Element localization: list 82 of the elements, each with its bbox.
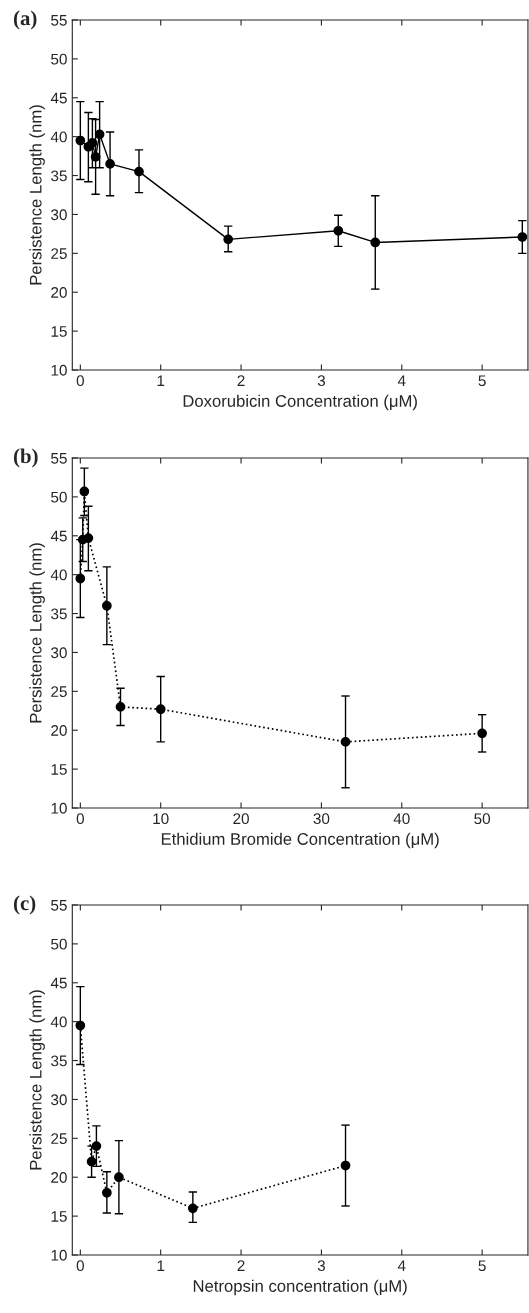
point	[134, 166, 144, 177]
y-tick-label: 20	[51, 725, 67, 736]
point	[477, 728, 487, 739]
x-tick-label: 50	[474, 813, 491, 825]
point	[114, 1172, 124, 1183]
text: (b)	[13, 448, 38, 468]
x-tick-label: 10	[153, 813, 169, 825]
point	[83, 533, 94, 543]
y-tick-label: 45	[50, 977, 67, 989]
y-tick-label: 30	[51, 1094, 67, 1106]
point	[105, 159, 115, 169]
point	[75, 135, 86, 146]
x-tick-label: 4	[397, 1260, 406, 1271]
x-tick-label: 5	[478, 1260, 486, 1272]
x-axis-title: Ethidium Bromide Concentration (μM)	[161, 832, 439, 849]
x-tick-label: 3	[317, 1260, 325, 1272]
y-tick-label: 35	[51, 170, 67, 182]
y-tick-label: 55	[51, 15, 67, 26]
y-tick-label: 15	[51, 1211, 67, 1222]
x-axis-title: Doxorubicin Concentration (μM)	[183, 394, 417, 411]
point	[75, 1020, 86, 1031]
point	[101, 600, 112, 611]
x-tick-label: 20	[233, 813, 249, 825]
point	[115, 702, 126, 712]
y-tick-label: 55	[51, 900, 67, 911]
point	[79, 486, 90, 497]
y-tick-label: 40	[50, 1016, 67, 1028]
point	[517, 232, 528, 242]
y-axis-title: Persistence Length (nm)	[29, 105, 45, 285]
x-tick-label: 30	[313, 813, 330, 825]
point	[94, 129, 105, 140]
point	[87, 138, 98, 148]
point	[91, 1141, 102, 1151]
y-tick-label: 45	[50, 530, 67, 542]
point	[86, 1156, 97, 1167]
y-tick-label: 30	[51, 647, 67, 659]
y-tick-label: 50	[51, 938, 67, 950]
point	[340, 737, 351, 747]
point	[90, 152, 101, 162]
y-tick-label: 10	[51, 802, 67, 814]
y-tick-label: 40	[50, 569, 67, 581]
point	[333, 225, 344, 236]
x-tick-label: 0	[76, 375, 84, 387]
x-tick-label: 0	[76, 813, 84, 825]
x-axis-title: Netropsin concentration (μM)	[193, 1279, 407, 1296]
x-tick-label: 1	[157, 1260, 165, 1271]
x-tick-label: 1	[157, 375, 165, 386]
y-tick-label: 10	[51, 364, 67, 376]
y-tick-label: 50	[51, 53, 67, 65]
y-tick-label: 25	[51, 1133, 67, 1145]
y-tick-label: 45	[50, 92, 67, 104]
y-tick-label: 20	[51, 287, 67, 298]
point	[340, 1160, 351, 1171]
y-tick-label: 35	[51, 1055, 67, 1067]
y-tick-label: 35	[51, 608, 67, 620]
y-tick-label: 30	[51, 209, 67, 221]
y-tick-label: 15	[51, 764, 67, 775]
y-tick-label: 40	[50, 131, 67, 143]
point	[155, 704, 166, 715]
y-tick-label: 20	[51, 1172, 67, 1183]
x-tick-label: 0	[76, 1260, 84, 1272]
point	[101, 1187, 112, 1198]
y-tick-label: 25	[51, 686, 67, 698]
point	[223, 234, 234, 245]
x-tick-label: 2	[237, 1260, 245, 1271]
point	[75, 573, 86, 584]
y-axis-title: Persistence Length (nm)	[29, 543, 45, 723]
y-tick-label: 50	[51, 491, 67, 503]
y-tick-label: 55	[51, 453, 67, 464]
y-tick-label: 25	[51, 248, 67, 260]
text: (a)	[13, 10, 37, 30]
point	[370, 237, 381, 248]
point	[187, 1203, 198, 1214]
y-tick-label: 15	[51, 326, 67, 337]
x-tick-label: 2	[237, 375, 245, 386]
text: (c)	[13, 895, 36, 915]
y-axis-title: Persistence Length (nm)	[29, 990, 45, 1170]
x-tick-label: 5	[478, 375, 486, 387]
x-tick-label: 3	[317, 375, 325, 387]
y-tick-label: 10	[51, 1249, 67, 1261]
x-tick-label: 4	[397, 375, 406, 386]
x-tick-label: 40	[393, 813, 410, 825]
